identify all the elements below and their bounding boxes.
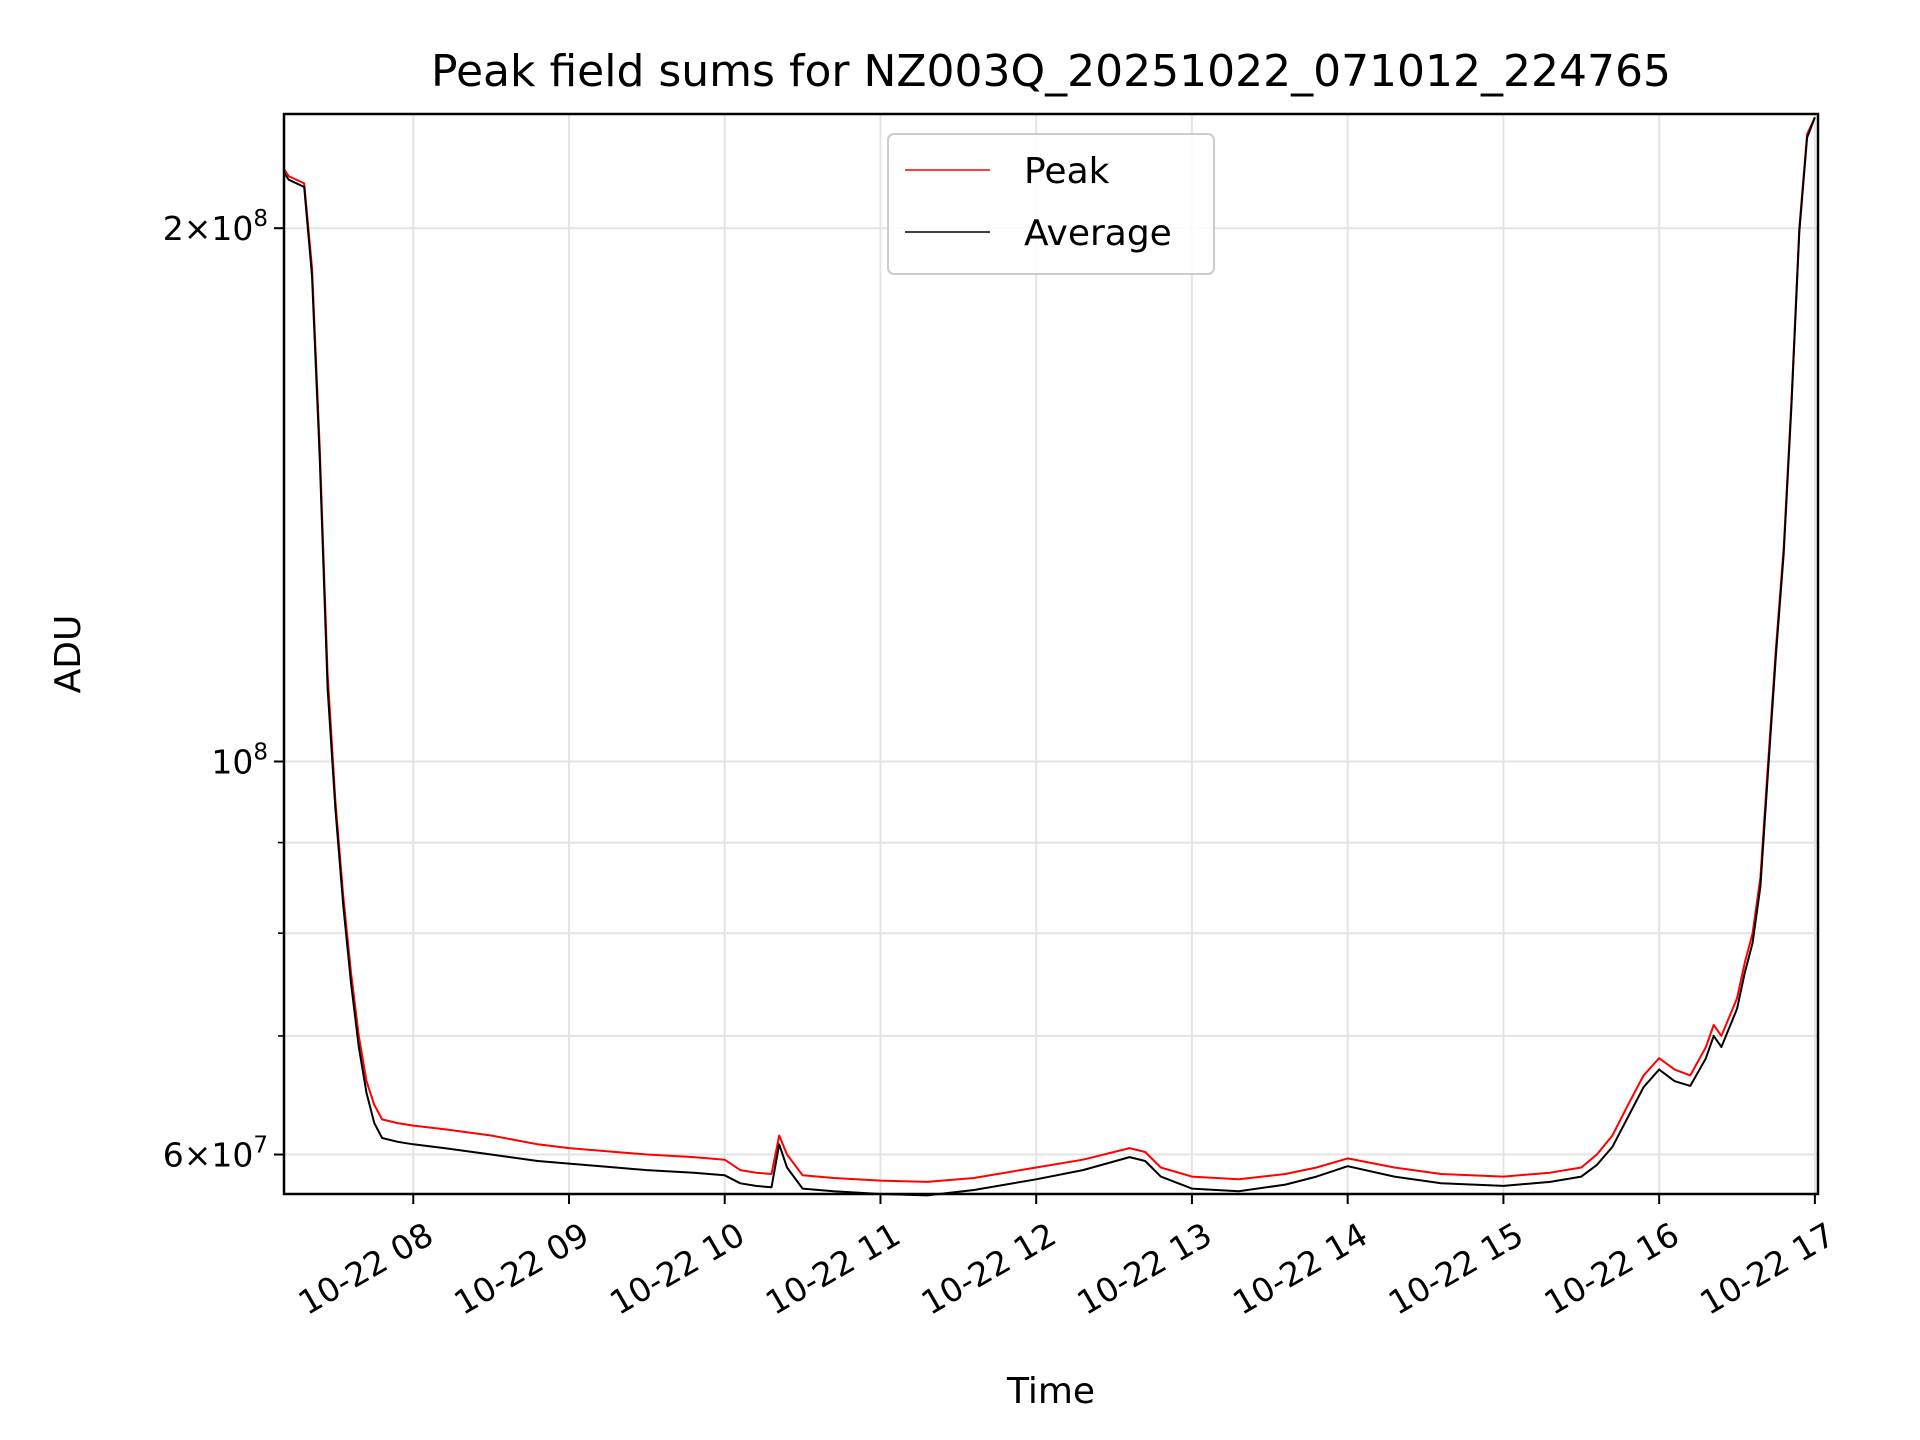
legend-box <box>887 133 1215 275</box>
y-tick-label: 2×108 <box>163 206 268 248</box>
chart-title: Peak field sums for NZ003Q_20251022_0710… <box>431 46 1671 97</box>
y-axis-label: ADU <box>48 615 89 694</box>
series-line-average <box>283 116 1816 1197</box>
legend-label-average: Average <box>1024 213 1172 254</box>
y-tick-label: 6×107 <box>163 1133 268 1175</box>
legend-label-peak: Peak <box>1024 151 1110 192</box>
grid-layer <box>284 114 1818 1194</box>
plot-frame <box>282 112 1820 1196</box>
series-line-peak <box>283 116 1816 1183</box>
y-axis: 6×107 108 2×108 <box>163 206 284 1175</box>
y-tick-label: 108 <box>211 740 268 782</box>
series-layer <box>283 116 1816 1197</box>
legend: Peak Average <box>887 133 1215 275</box>
x-axis-label: Time <box>1006 1371 1095 1412</box>
